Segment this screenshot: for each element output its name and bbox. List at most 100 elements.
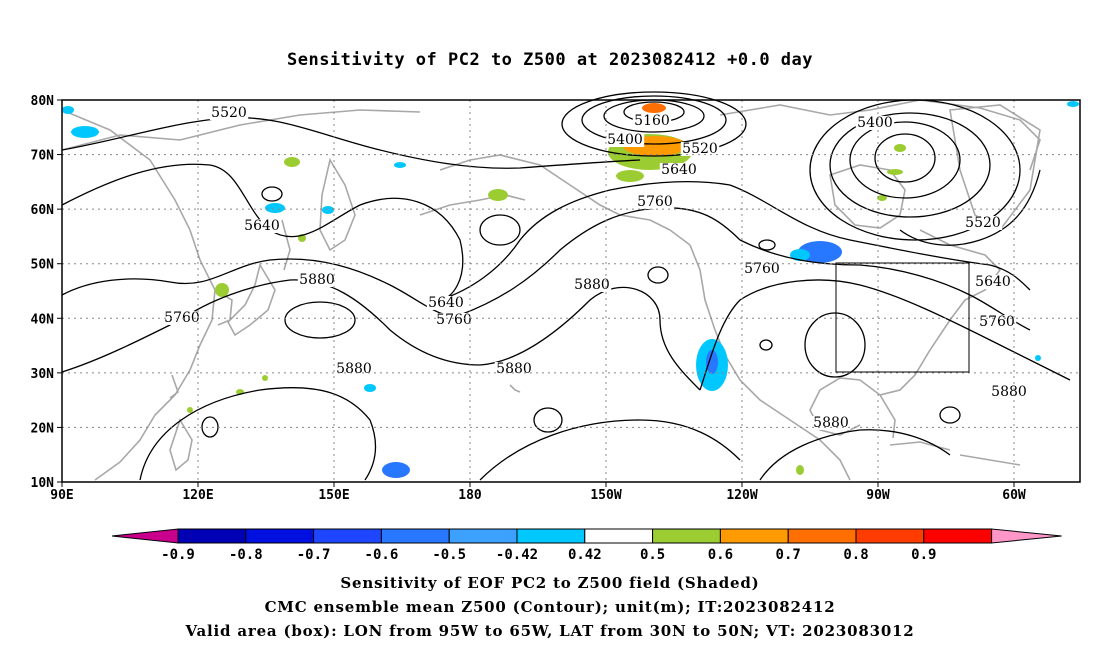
- coastline-hudson-bay: [829, 164, 906, 229]
- colorbar-label: 0.5: [640, 547, 665, 563]
- shade-negative-hawaii: [364, 384, 376, 392]
- contour-small-4: [284, 301, 356, 339]
- contour-label: 5760: [436, 312, 472, 328]
- colorbar-label: -0.6: [365, 547, 399, 563]
- colorbar-segment: [516, 528, 586, 544]
- caption-line-3: Valid area (box): LON from 95W to 65W, L…: [185, 622, 915, 640]
- contour-small-5: [201, 416, 219, 438]
- contour-label: 5640: [428, 295, 464, 311]
- coastline-aleutians: [419, 194, 526, 216]
- colorbar-segment: [584, 528, 654, 544]
- contour-label-bg: [635, 195, 675, 209]
- contour-small-7: [759, 339, 773, 351]
- contour-label: 5640: [244, 218, 280, 234]
- lon-tick-label: 180: [458, 488, 482, 503]
- shade-positive-china-2: [262, 375, 268, 381]
- contour-label: 5400: [857, 115, 893, 131]
- lon-tick-label: 120E: [182, 488, 213, 503]
- contour-label: 5880: [299, 272, 335, 288]
- caption-line-2: CMC ensemble mean Z500 (Contour); unit(m…: [264, 598, 836, 616]
- shade-positive-labrador: [877, 195, 887, 201]
- contour-label: 5760: [744, 261, 780, 277]
- shade-negative-east-1: [1067, 101, 1079, 107]
- coastline-greenland: [949, 104, 1041, 232]
- colorbar-segment: [313, 528, 382, 544]
- contour-label: 5880: [991, 384, 1027, 400]
- contour-5640-west: [61, 163, 464, 301]
- coastline-kamchatka: [319, 157, 356, 252]
- lat-tick-label: 70N: [31, 149, 55, 164]
- contour-arctic-4: [561, 91, 747, 157]
- contour-arctic-3: [581, 95, 727, 145]
- shade-positive-siberia: [284, 157, 300, 167]
- shade-negative-siberia: [265, 203, 285, 213]
- colorbar-segment: [923, 528, 993, 544]
- coastline-caribbean: [959, 454, 1021, 466]
- grid-lines: [62, 100, 1080, 482]
- colorbar-segment: [245, 528, 315, 544]
- colorbar-segment: [855, 528, 925, 544]
- lon-tick-label: 150W: [590, 488, 621, 503]
- contour-label-bg: [963, 216, 1003, 230]
- colorbar-segment: [652, 528, 721, 544]
- colorbar-segment: [380, 528, 450, 544]
- coastlines: [61, 99, 1041, 481]
- colorbar-label: -0.5: [432, 547, 466, 563]
- shade-positive-ocean: [187, 407, 193, 413]
- contour-5880-east: [699, 279, 1071, 391]
- colorbar-label: 0.7: [776, 547, 801, 563]
- coastline-taiwan: [169, 374, 179, 399]
- contour-small-1: [261, 186, 283, 202]
- coastline-cuba: [889, 441, 951, 451]
- coastline-alaska: [439, 154, 691, 246]
- lat-tick-label: 10N: [31, 476, 55, 491]
- contour-small-10: [939, 406, 961, 424]
- coastline-philippines: [169, 418, 193, 472]
- shade-negative-w-pacific-1: [71, 126, 99, 138]
- lon-tick-label: 120W: [726, 488, 757, 503]
- shade-positive-mexico: [796, 465, 804, 475]
- contour-label: 5160: [634, 113, 670, 129]
- contour-label: 5880: [336, 361, 372, 377]
- colorbar-label: 0.6: [708, 547, 733, 563]
- lat-tick-label: 60N: [31, 203, 55, 218]
- contour-5640-mid: [439, 181, 731, 301]
- shade-negative-subtropics: [382, 462, 410, 478]
- coastline-na-west: [689, 244, 851, 481]
- contour-label-bg: [494, 362, 534, 376]
- contour-label: 5760: [979, 314, 1015, 330]
- coastline-na-east: [879, 229, 1002, 396]
- z500-contours: [61, 91, 1071, 481]
- contour-label-bg: [811, 416, 851, 430]
- colorbar-label: 0.42: [568, 547, 602, 563]
- lon-tick-label: 150E: [318, 488, 349, 503]
- contour-5880-south: [139, 387, 377, 481]
- colorbar-label: -0.7: [297, 547, 331, 563]
- shade-positive-hudson-2: [887, 169, 903, 175]
- colorbar-right-arrow: [991, 528, 1062, 544]
- contour-label: 5520: [211, 105, 247, 121]
- shade-positive-pole: [642, 103, 666, 113]
- contour-small-6: [758, 239, 776, 251]
- contour-small-3: [647, 266, 669, 284]
- colorbar-label: -0.42: [496, 547, 538, 563]
- colorbar-label: 0.8: [843, 547, 868, 563]
- contour-label: 5640: [975, 274, 1011, 290]
- contour-5760-west: [61, 258, 391, 296]
- valid-area-box: [835, 262, 970, 373]
- contour-hudson-3: [829, 112, 991, 218]
- contour-label: 5520: [965, 215, 1001, 231]
- contour-5880-sub: [479, 419, 741, 481]
- colorbar-segment: [787, 528, 857, 544]
- shade-negative-gulf-alaska-edge: [790, 249, 810, 261]
- contour-label: 5520: [682, 141, 718, 157]
- contour-label-bg: [632, 114, 672, 128]
- colorbar-left-arrow: [111, 528, 179, 544]
- shade-negative-aleutian: [394, 162, 406, 168]
- contour-5520-east: [899, 169, 1041, 246]
- shade-positive-japan: [215, 283, 229, 297]
- colorbar-label: -0.9: [161, 547, 195, 563]
- contour-hudson-1: [874, 133, 936, 183]
